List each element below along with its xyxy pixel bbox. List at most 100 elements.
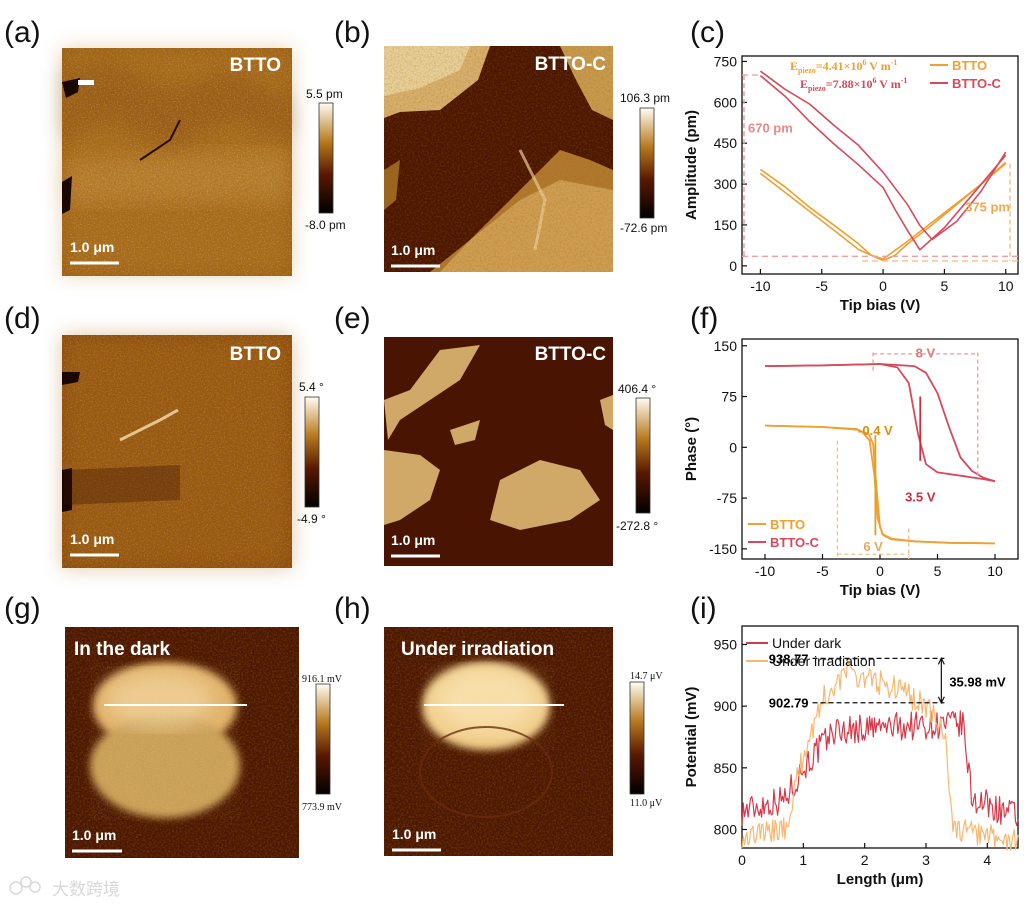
series-Under-dark <box>741 710 1019 827</box>
series-Under-irradiation <box>741 659 1019 851</box>
y-tick-label: 950 <box>714 637 738 653</box>
y-axis-label: Amplitude (pm) <box>683 110 700 220</box>
legend-label: BTTO-C <box>770 535 819 550</box>
y-tick-label: 0 <box>729 439 737 455</box>
image-d-label: BTTO <box>230 344 281 365</box>
panel-label-b: (b) <box>334 16 371 49</box>
image-d-scalebar-label: 1.0 μm <box>70 531 114 547</box>
image-b-colorbar <box>639 107 655 219</box>
series-BTTO-retrace <box>759 161 1007 262</box>
x-tick-label: 10 <box>987 563 1003 579</box>
panel-label-c: (c) <box>690 16 725 49</box>
x-axis-label: Length (μm) <box>837 871 924 888</box>
image-h-cb-min: 11.0 μV <box>630 798 663 809</box>
annotation-bttoc-v: 3.5 V <box>905 489 936 504</box>
legend-formula-part: 6 <box>862 58 866 67</box>
image-a-label: BTTO <box>230 55 281 76</box>
chart-i: 0 1 2 3 4 800 850 900 950 Length (μm) Potential (m… <box>683 625 1019 888</box>
x-tick-label: -5 <box>816 278 829 294</box>
image-h-label: Under irradiation <box>401 639 554 660</box>
y-tick-label: 150 <box>714 338 738 354</box>
annotation-8v: 8 V <box>916 345 936 360</box>
annotation-670: 670 pm <box>748 120 793 135</box>
image-h: Under irradiation 1.0 μm 14.7 μV 11.0 μV <box>384 627 663 856</box>
x-tick-label: 0 <box>738 852 746 868</box>
legend-formula: Epiezo=7.88×106 V m-1 <box>800 76 907 93</box>
legend-formula-part: -1 <box>891 58 898 67</box>
image-a-cb-min: -8.0 pm <box>305 218 346 232</box>
panel-label-f: (f) <box>690 302 718 335</box>
image-a-colorbar <box>318 102 334 214</box>
y-axis-label: Phase (°) <box>683 417 700 481</box>
image-b-cb-max: 106.3 pm <box>620 91 670 105</box>
y-tick-label: 800 <box>714 822 738 838</box>
chart-f: -10 -5 0 5 10 -150 -75 0 75 150 Tip bias (V) Phase … <box>683 338 1019 599</box>
legend-label: BTTO <box>770 517 805 532</box>
y-tick-label: 750 <box>714 53 738 69</box>
image-a: BTTO 1.0 μm 5.5 pm -8.0 pm <box>62 48 346 276</box>
x-tick-label: 2 <box>861 852 869 868</box>
y-axis-label: Potential (mV) <box>683 687 700 788</box>
legend-formula-part: E <box>800 77 808 91</box>
x-tick-label: 0 <box>876 563 884 579</box>
image-e-scalebar-label: 1.0 μm <box>391 532 435 548</box>
panel-label-a: (a) <box>4 16 41 49</box>
image-e: BTTO-C 1.0 μm 406.4 ° -272.8 ° <box>384 337 658 566</box>
x-tick-label: -10 <box>750 278 770 294</box>
legend-label: Under dark <box>772 635 842 651</box>
legend-formula-part: =4.41×10 <box>816 59 863 73</box>
x-tick-label: -5 <box>816 563 829 579</box>
chart-i-frame <box>741 625 1019 849</box>
y-tick-label: -75 <box>717 490 737 506</box>
image-g-label: In the dark <box>74 639 171 660</box>
image-g-cb-min: 773.9 mV <box>302 802 343 813</box>
panel-label-e: (e) <box>334 302 371 335</box>
annotation-375: 375 pm <box>965 199 1010 214</box>
image-d-cb-max: 5.4 ° <box>299 380 324 394</box>
image-e-cb-max: 406.4 ° <box>618 382 656 396</box>
image-b: BTTO-C 1.0 μm 106.3 pm -72.6 pm <box>384 46 670 272</box>
x-tick-label: -10 <box>755 563 775 579</box>
legend-formula-part: V m <box>866 59 890 73</box>
y-tick-label: 300 <box>714 176 738 192</box>
image-g: In the dark 1.0 μm 916.1 mV 773.9 mV <box>65 627 343 858</box>
watermark: 大数跨境 <box>9 876 120 900</box>
image-e-label: BTTO-C <box>535 344 607 365</box>
x-tick-label: 5 <box>934 563 942 579</box>
legend-label: BTTO <box>952 58 987 73</box>
image-g-cb-max: 916.1 mV <box>302 674 343 685</box>
y-tick-label: 75 <box>721 389 737 405</box>
x-tick-label: 0 <box>879 278 887 294</box>
image-d: BTTO 1.0 μm 5.4 ° -4.9 ° <box>62 335 326 568</box>
x-tick-label: 3 <box>922 852 930 868</box>
series-BTTO-C-retrace <box>764 363 996 483</box>
annotation-btto-v: -0.4 V <box>858 423 893 438</box>
image-b-label: BTTO-C <box>535 54 607 75</box>
panel-label-h: (h) <box>334 592 371 625</box>
watermark-text: 大数跨境 <box>52 880 120 900</box>
x-axis-label: Tip bias (V) <box>840 297 921 314</box>
arrow-head <box>937 657 945 665</box>
image-b-cb-min: -72.6 pm <box>620 221 667 235</box>
image-d-colorbar <box>304 396 320 508</box>
panel-label-i: (i) <box>690 592 717 625</box>
legend-formula-part: piezo <box>798 66 816 75</box>
annotation-diff: 35.98 mV <box>949 675 1006 690</box>
legend-formula-part: -1 <box>901 76 908 85</box>
annotation-6v: 6 V <box>863 539 883 554</box>
series-BTTO-C-trace <box>759 74 1007 251</box>
image-e-cb-min: -272.8 ° <box>616 519 658 533</box>
y-tick-label: 600 <box>714 94 738 110</box>
image-a-cb-max: 5.5 pm <box>306 87 343 101</box>
series-BTTO-C-retrace <box>759 70 1007 241</box>
legend-label: Under irradiation <box>772 653 876 669</box>
legend-formula-part: V m <box>876 77 900 91</box>
image-e-colorbar <box>635 397 651 514</box>
legend-label: BTTO-C <box>952 76 1001 91</box>
y-tick-label: 450 <box>714 135 738 151</box>
image-g-colorbar <box>315 683 331 795</box>
x-tick-label: 5 <box>941 278 949 294</box>
image-h-colorbar <box>629 681 645 795</box>
image-a-scalebar-label: 1.0 μm <box>70 239 114 255</box>
